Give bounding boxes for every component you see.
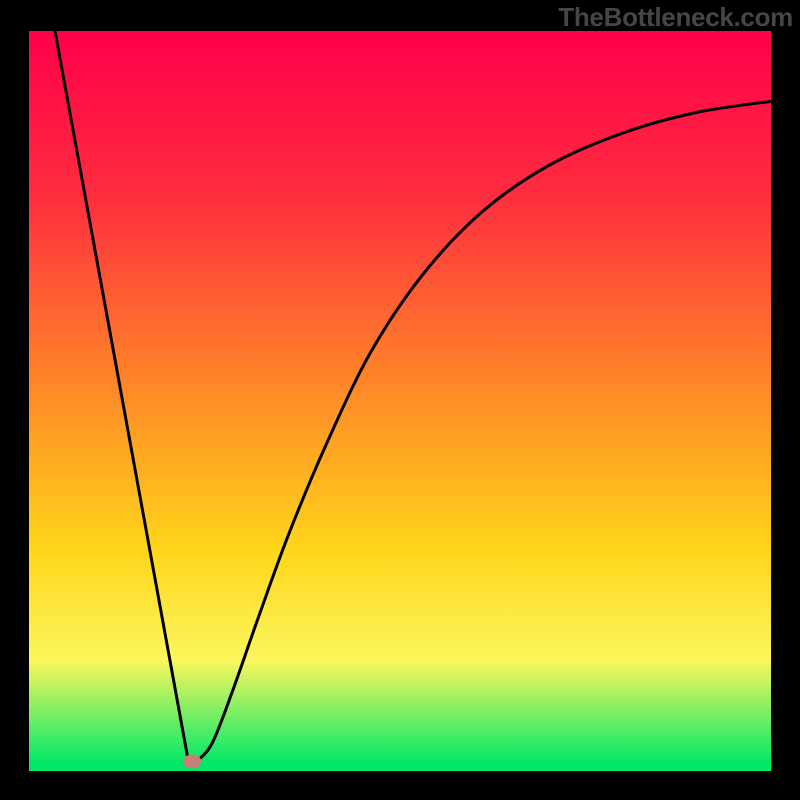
watermark-label: TheBottleneck.com — [558, 2, 793, 33]
bottleneck-curve — [55, 31, 771, 762]
optimum-marker — [183, 754, 201, 768]
curve-layer — [29, 31, 771, 771]
plot-area — [29, 31, 771, 771]
chart-frame: TheBottleneck.com — [0, 0, 800, 800]
